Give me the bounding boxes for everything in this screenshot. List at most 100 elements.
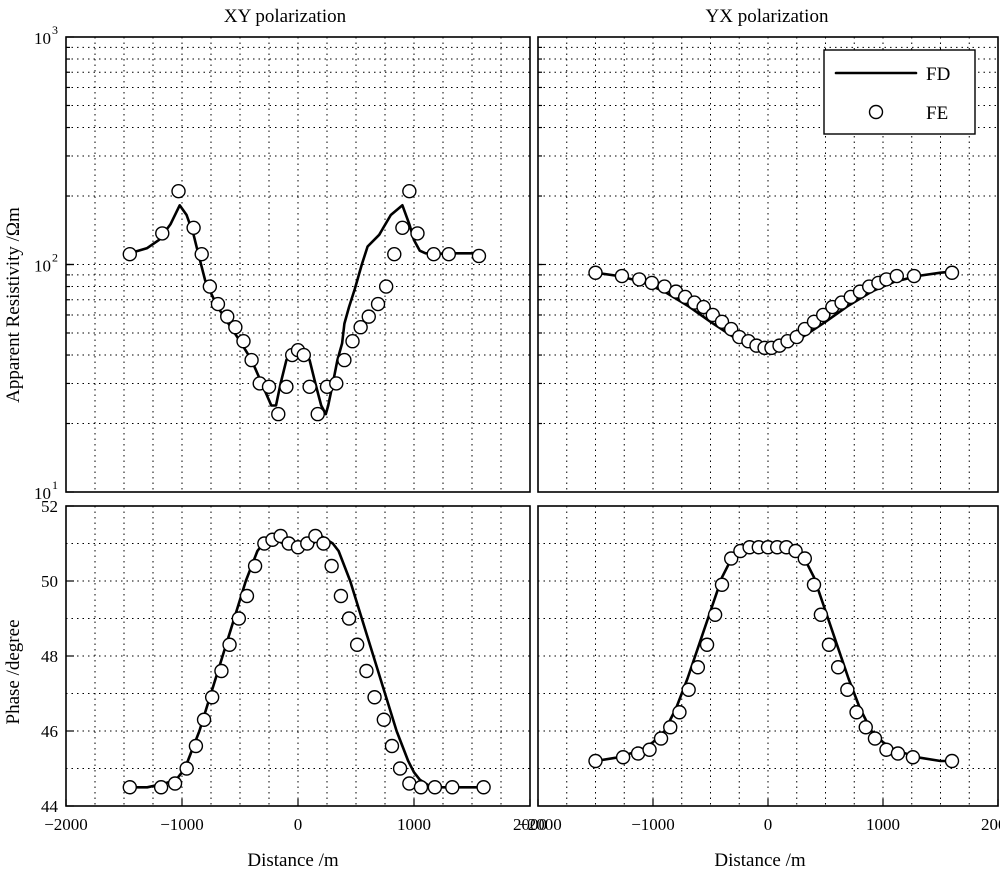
fe-data-point bbox=[333, 588, 349, 604]
fe-data-point bbox=[395, 220, 410, 235]
fe-data-point bbox=[384, 738, 400, 754]
xy-phase-panel: Phase /degree Distance /m −2000 −1000 0 100… bbox=[3, 497, 547, 871]
fe-data-point bbox=[427, 780, 443, 795]
fe-data-point bbox=[830, 660, 846, 675]
fe-data-point bbox=[788, 543, 803, 559]
fe-data-point bbox=[642, 742, 657, 757]
y-tick-exponent: 2 bbox=[52, 251, 58, 265]
fe-data-point bbox=[179, 761, 194, 776]
fe-data-point bbox=[663, 720, 678, 735]
fe-data-point bbox=[426, 246, 441, 262]
y-tick-label: 48 bbox=[41, 647, 58, 666]
x-tick-label: 1000 bbox=[866, 815, 900, 834]
fd-series-line bbox=[128, 204, 485, 416]
legend-box bbox=[823, 49, 976, 135]
fe-data-point bbox=[316, 536, 331, 551]
fe-data-point bbox=[588, 753, 603, 769]
fe-data-point bbox=[889, 268, 904, 284]
fe-data-point bbox=[370, 296, 386, 312]
fe-data-point bbox=[906, 268, 922, 284]
fe-data-point bbox=[797, 321, 812, 337]
y-tick-label: 50 bbox=[41, 572, 58, 591]
fe-data-point bbox=[359, 663, 374, 679]
xy-resistivity-panel: XY polarization Apparent Resistivity /Ωm… bbox=[3, 6, 531, 503]
fe-data-point bbox=[214, 663, 229, 679]
x-tick-label: 2000 bbox=[981, 815, 1000, 834]
fe-data-point bbox=[821, 637, 837, 652]
fe-data-point bbox=[279, 379, 294, 395]
fe-data-point bbox=[387, 246, 402, 262]
fe-data-point bbox=[813, 607, 829, 622]
x-tick-label: −1000 bbox=[631, 815, 675, 834]
fe-data-point bbox=[672, 705, 687, 720]
fe-data-point bbox=[471, 248, 487, 264]
fe-data-point bbox=[228, 320, 243, 335]
fe-data-point bbox=[367, 690, 382, 705]
fe-data-point bbox=[614, 268, 630, 284]
x-tick-label: 2000 bbox=[513, 815, 547, 834]
fe-data-point bbox=[714, 577, 730, 592]
fe-data-point bbox=[441, 246, 456, 262]
legend-fd-label: FD bbox=[926, 64, 950, 85]
legend: FD FE bbox=[823, 49, 976, 135]
fe-data-point bbox=[696, 299, 711, 315]
resistivity-y-axis-label: Apparent Resistivity /Ωm bbox=[3, 207, 24, 403]
fe-data-point bbox=[476, 780, 491, 795]
y-tick-label: 10 bbox=[34, 257, 51, 276]
fe-data-point bbox=[153, 780, 169, 795]
fe-data-point bbox=[171, 183, 186, 199]
fe-data-point bbox=[849, 705, 864, 720]
x-tick-label: −1000 bbox=[160, 815, 204, 834]
y-tick-label: 44 bbox=[41, 797, 59, 816]
legend-fe-label: FE bbox=[926, 103, 948, 124]
fe-data-point bbox=[210, 296, 226, 312]
fe-data-point bbox=[632, 272, 647, 287]
fd-series-line bbox=[594, 545, 954, 763]
fe-data-point bbox=[806, 577, 822, 592]
fe-data-point bbox=[858, 720, 873, 735]
fe-data-point bbox=[615, 750, 631, 765]
fe-data-point bbox=[653, 731, 669, 746]
fe-data-point bbox=[905, 750, 921, 765]
fe-data-point bbox=[681, 682, 696, 697]
fe-data-point bbox=[353, 320, 368, 335]
fe-data-point bbox=[222, 637, 237, 652]
fe-data-point bbox=[944, 265, 960, 280]
fe-data-point bbox=[445, 780, 460, 795]
yx-panel-title: YX polarization bbox=[706, 6, 829, 27]
fe-data-point bbox=[296, 347, 311, 363]
yx-resistivity-panel: YX polarization FD FE bbox=[537, 6, 999, 493]
grid bbox=[66, 506, 530, 806]
y-tick-label: 52 bbox=[41, 497, 58, 516]
x-tick-label: 0 bbox=[764, 815, 773, 834]
fe-data-point bbox=[840, 682, 855, 697]
fe-data-point bbox=[188, 738, 204, 754]
fe-data-point bbox=[324, 558, 339, 574]
y-tick-exponent: 3 bbox=[52, 23, 58, 37]
fe-data-point bbox=[310, 406, 325, 422]
fe-data-point bbox=[244, 352, 259, 368]
fe-data-point bbox=[797, 551, 812, 566]
fe-data-point bbox=[155, 226, 170, 241]
fe-data-point bbox=[329, 376, 344, 391]
fe-data-point bbox=[194, 246, 209, 262]
fe-data-point bbox=[707, 607, 723, 622]
fe-data-point bbox=[867, 731, 883, 746]
fe-data-point bbox=[341, 611, 357, 626]
fe-data-point bbox=[204, 690, 220, 705]
fe-data-point bbox=[345, 334, 360, 349]
fe-data-point bbox=[699, 637, 715, 652]
xy-panel-title: XY polarization bbox=[224, 6, 347, 27]
fe-data-point bbox=[588, 265, 603, 280]
fe-data-point bbox=[261, 379, 277, 395]
x-tick-label: −2000 bbox=[518, 815, 562, 834]
fe-data-point bbox=[220, 309, 235, 324]
fe-data-point bbox=[378, 279, 394, 294]
fe-data-point bbox=[816, 307, 831, 323]
y-tick-label: 10 bbox=[34, 29, 51, 48]
fe-data-point bbox=[231, 611, 247, 626]
fe-data-point bbox=[202, 279, 218, 294]
y-tick-exponent: 1 bbox=[52, 478, 58, 492]
x-tick-label: −2000 bbox=[44, 815, 88, 834]
fe-data-point bbox=[392, 761, 408, 776]
